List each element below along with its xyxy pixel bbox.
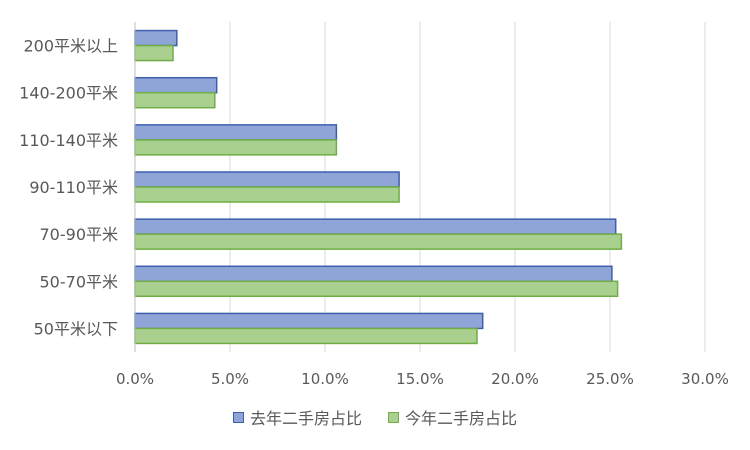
x-tick-label: 25.0% <box>586 370 634 388</box>
category-label: 200平米以上 <box>23 37 118 56</box>
bar-this-year <box>134 280 619 298</box>
bar-last-year <box>134 76 218 94</box>
x-tick-label: 10.0% <box>301 370 349 388</box>
x-tick-label: 30.0% <box>681 370 729 388</box>
bar-last-year <box>134 218 617 235</box>
bar-this-year <box>134 139 338 156</box>
bar-this-year <box>134 327 478 345</box>
bars <box>134 29 623 345</box>
legend-item-this-year: 今年二手房占比 <box>388 405 517 429</box>
legend-swatch-this-year <box>388 411 399 423</box>
x-tick-label: 5.0% <box>211 370 249 388</box>
legend: 去年二手房占比 今年二手房占比 <box>0 405 750 429</box>
bar-this-year <box>134 186 400 203</box>
x-tick-label: 0.0% <box>116 370 154 388</box>
category-label: 110-140平米 <box>19 131 118 150</box>
x-tick-label: 20.0% <box>491 370 539 388</box>
bar-chart: 0.0% 5.0% 10.0% 15.0% 20.0% 25.0% 30.0% 200平米以… <box>19 22 729 388</box>
bar-this-year <box>134 91 216 109</box>
bar-last-year <box>134 312 484 330</box>
bar-last-year <box>134 29 178 47</box>
category-label: 50-70平米 <box>40 272 119 291</box>
legend-swatch-last-year <box>232 411 244 423</box>
bar-last-year <box>134 124 338 141</box>
category-label: 140-200平米 <box>19 84 118 103</box>
bar-last-year <box>134 171 400 188</box>
legend-label-this-year: 今年二手房占比 <box>405 409 518 428</box>
bar-this-year <box>134 233 623 250</box>
category-labels: 200平米以上 140-200平米 110-140平米 90-110平米 70-90平米… <box>19 37 118 339</box>
bar-this-year <box>134 44 174 62</box>
legend-label-last-year: 去年二手房占比 <box>249 409 362 428</box>
category-label: 50平米以下 <box>34 319 118 338</box>
bar-last-year <box>134 265 613 283</box>
category-label: 70-90平米 <box>40 225 119 244</box>
x-axis-ticks: 0.0% 5.0% 10.0% 15.0% 20.0% 25.0% 30.0% <box>116 370 729 388</box>
legend-item-last-year: 去年二手房占比 <box>232 405 362 429</box>
category-label: 90-110平米 <box>29 178 118 197</box>
x-tick-label: 15.0% <box>396 370 444 388</box>
